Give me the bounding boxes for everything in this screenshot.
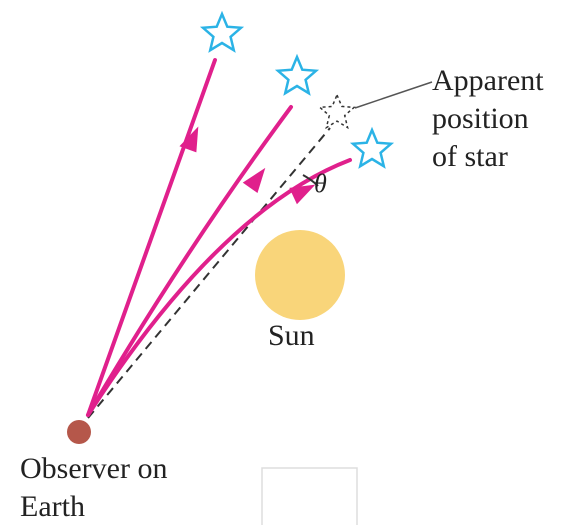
diagram: Apparent position of star θ Sun Observer… bbox=[0, 0, 588, 525]
sun bbox=[255, 230, 345, 320]
apparent-star bbox=[320, 95, 354, 128]
observer-label: Earth bbox=[20, 490, 85, 523]
star bbox=[353, 130, 391, 166]
stars bbox=[203, 14, 391, 166]
angle-label: θ bbox=[314, 169, 327, 198]
apparent-label: of star bbox=[432, 140, 508, 173]
page: Apparent position of star θ Sun Observer… bbox=[0, 0, 588, 525]
star bbox=[278, 57, 316, 93]
apparent-label: Apparent bbox=[432, 64, 544, 97]
star bbox=[203, 14, 241, 50]
ray bbox=[88, 60, 215, 415]
empty-box bbox=[262, 468, 357, 525]
observer bbox=[67, 420, 91, 444]
pointer-line bbox=[355, 82, 432, 108]
sun-label: Sun bbox=[268, 319, 315, 352]
apparent-label: position bbox=[432, 102, 529, 135]
observer-label: Observer on bbox=[20, 452, 167, 485]
